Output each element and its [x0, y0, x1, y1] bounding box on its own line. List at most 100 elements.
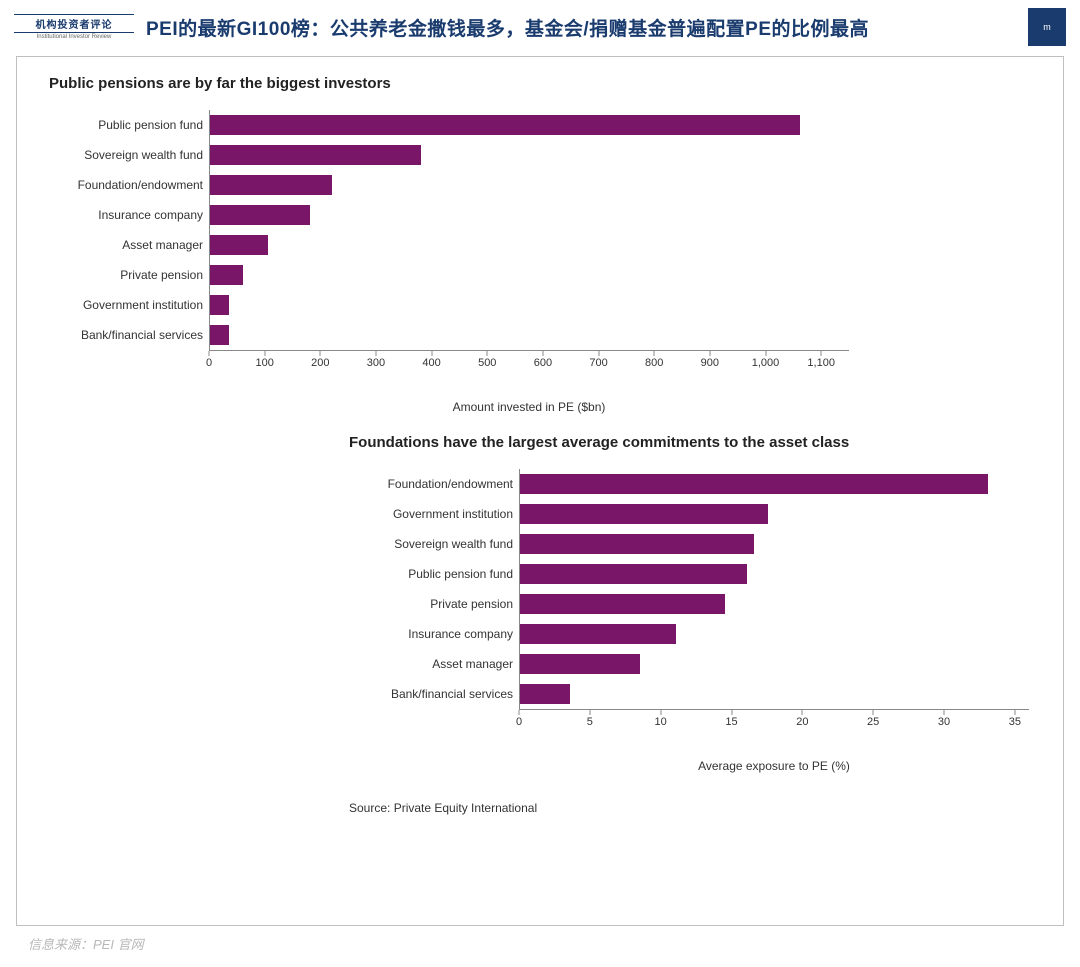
chart2-row: Foundation/endowment	[349, 469, 1041, 499]
chart1-tick: 300	[375, 351, 376, 356]
chart2-row: Bank/financial services	[349, 679, 1041, 709]
chart2-bar	[520, 474, 988, 494]
chart1-row: Insurance company	[49, 200, 1041, 230]
chart2-tick-label: 30	[938, 716, 950, 728]
chart1-bar	[210, 325, 229, 345]
chart2-tick-label: 15	[725, 716, 737, 728]
chart1-tick-label: 800	[645, 357, 663, 369]
chart1: Public pension fund Sovereign wealth fund…	[49, 110, 1041, 414]
chart1-tick: 800	[654, 351, 655, 356]
chart2-plot-cell	[519, 529, 1029, 559]
chart1-plot-cell	[209, 140, 849, 170]
chart2-plot-cell	[519, 559, 1029, 589]
chart1-row: Foundation/endowment	[49, 170, 1041, 200]
chart2-category-label: Sovereign wealth fund	[349, 537, 519, 551]
chart2-row: Insurance company	[349, 619, 1041, 649]
chart1-tick: 900	[709, 351, 710, 356]
chart2-bar	[520, 624, 676, 644]
chart1-plot-cell	[209, 170, 849, 200]
chart2-row: Public pension fund	[349, 559, 1041, 589]
chart2-bar	[520, 534, 754, 554]
chart1-category-label: Foundation/endowment	[49, 178, 209, 192]
chart-panel: Public pensions are by far the biggest i…	[16, 56, 1064, 926]
chart2-row: Asset manager	[349, 649, 1041, 679]
chart2-bar	[520, 684, 570, 704]
chart2-axis-title: Average exposure to PE (%)	[519, 759, 1029, 773]
chart2-row: Sovereign wealth fund	[349, 529, 1041, 559]
chart1-tick-label: 0	[206, 357, 212, 369]
chart2-bar	[520, 654, 640, 674]
chart2-plot-cell	[519, 679, 1029, 709]
logo: 机构投资者评论 Institutional Investor Review	[14, 14, 134, 40]
chart1-tick: 500	[487, 351, 488, 356]
chart1-axis: 0 100 200 300 400 500 600 700 800 900 1,000 1,100	[49, 350, 1041, 378]
chart1-plot-cell	[209, 320, 849, 350]
chart1-tick-label: 900	[701, 357, 719, 369]
chart1-row: Asset manager	[49, 230, 1041, 260]
chart1-row: Government institution	[49, 290, 1041, 320]
chart1-title: Public pensions are by far the biggest i…	[49, 75, 1041, 92]
chart2-plot-cell	[519, 589, 1029, 619]
chart2-tick: 30	[944, 710, 945, 715]
chart1-tick-label: 300	[367, 357, 385, 369]
chart1-tick: 600	[542, 351, 543, 356]
chart1-category-label: Sovereign wealth fund	[49, 148, 209, 162]
chart2-category-label: Private pension	[349, 597, 519, 611]
chart2-tick-label: 5	[587, 716, 593, 728]
chart1-axis-title: Amount invested in PE ($bn)	[209, 400, 849, 414]
chart2-category-label: Insurance company	[349, 627, 519, 641]
chart1-tick-label: 600	[534, 357, 552, 369]
chart1-tick: 0	[209, 351, 210, 356]
chart2-category-label: Public pension fund	[349, 567, 519, 581]
chart1-tick: 1,100	[821, 351, 822, 356]
chart1-bar	[210, 145, 421, 165]
source-text: Source: Private Equity International	[349, 801, 1041, 815]
chart2-tick-label: 25	[867, 716, 879, 728]
chart2-bar	[520, 504, 768, 524]
chart2-plot-cell	[519, 499, 1029, 529]
chart1-tick-label: 500	[478, 357, 496, 369]
chart1-category-label: Public pension fund	[49, 118, 209, 132]
chart2-tick-label: 35	[1009, 716, 1021, 728]
chart2-category-label: Bank/financial services	[349, 687, 519, 701]
chart2-tick-label: 10	[655, 716, 667, 728]
chart1-tick: 200	[320, 351, 321, 356]
chart1-tick-label: 200	[311, 357, 329, 369]
chart2-tick: 20	[802, 710, 803, 715]
chart2-bar	[520, 564, 747, 584]
chart1-bar	[210, 115, 800, 135]
chart1-tick: 100	[264, 351, 265, 356]
chart1-bar	[210, 175, 332, 195]
chart1-tick: 1,000	[765, 351, 766, 356]
page-title: PEI的最新GI100榜：公共养老金撒钱最多，基金会/捐赠基金普遍配置PE的比例…	[146, 14, 1016, 41]
chart1-category-label: Asset manager	[49, 238, 209, 252]
chart1-category-label: Insurance company	[49, 208, 209, 222]
chart2-tick: 25	[873, 710, 874, 715]
footer-note: 信息来源：PEI 官网	[28, 934, 144, 953]
chart1-container: Public pensions are by far the biggest i…	[49, 75, 1041, 414]
chart2-axis: 0 5 10 15 20 25 30 35	[349, 709, 1041, 737]
chart2: Foundation/endowment Government instituti…	[349, 469, 1041, 773]
chart1-bar	[210, 205, 310, 225]
chart2-tick: 35	[1014, 710, 1015, 715]
chart1-category-label: Private pension	[49, 268, 209, 282]
chart1-row: Private pension	[49, 260, 1041, 290]
chart1-tick-label: 100	[255, 357, 273, 369]
chart2-tick-label: 0	[516, 716, 522, 728]
chart2-plot-cell	[519, 619, 1029, 649]
chart2-row: Government institution	[349, 499, 1041, 529]
chart1-plot-cell	[209, 290, 849, 320]
chart1-tick-label: 1,000	[752, 357, 780, 369]
chart1-tick: 400	[431, 351, 432, 356]
chart2-category-label: Asset manager	[349, 657, 519, 671]
chart1-row: Sovereign wealth fund	[49, 140, 1041, 170]
chart1-plot-cell	[209, 110, 849, 140]
chart2-bar	[520, 594, 725, 614]
chart1-row: Bank/financial services	[49, 320, 1041, 350]
chart2-category-label: Foundation/endowment	[349, 477, 519, 491]
chart1-bar	[210, 265, 243, 285]
chart1-tick-label: 700	[589, 357, 607, 369]
chart1-row: Public pension fund	[49, 110, 1041, 140]
chart1-plot-cell	[209, 230, 849, 260]
chart1-tick: 700	[598, 351, 599, 356]
